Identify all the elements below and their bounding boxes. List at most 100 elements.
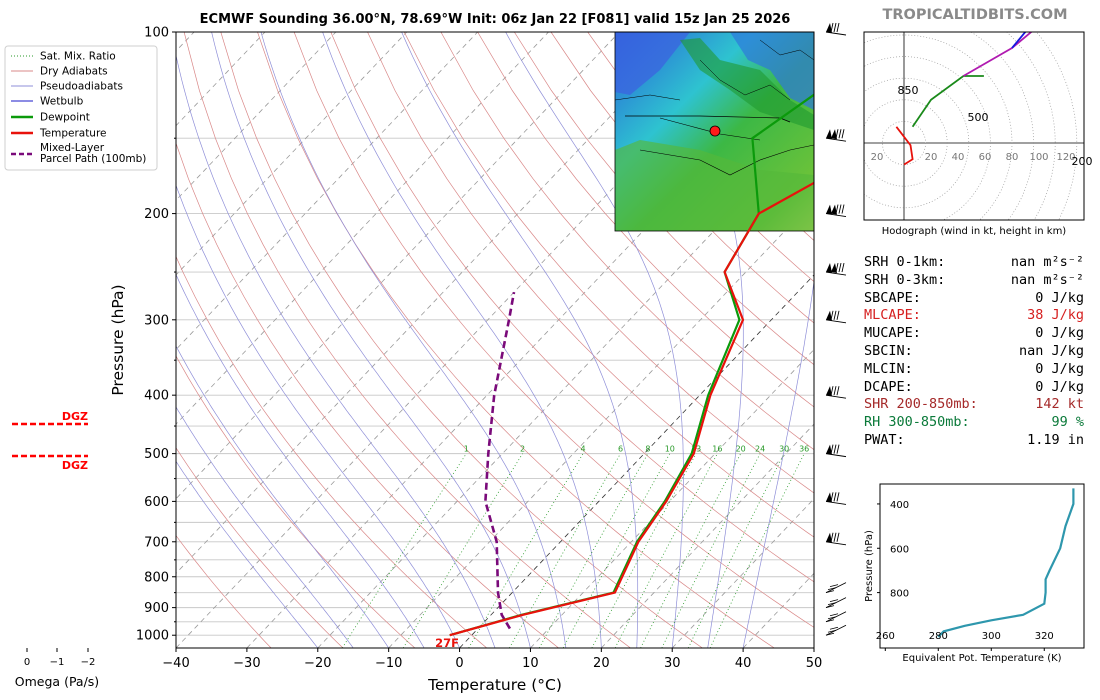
dry-adiabat-line	[176, 142, 559, 648]
wind-barb-tick	[841, 262, 845, 273]
skewt-axes: −40 −30 −20 −10 0 10 20 30 40 50 100 200 300 400 500 60…	[136, 26, 822, 672]
wind-barb-tick	[827, 616, 837, 620]
stat-label: PWAT:	[864, 431, 905, 448]
dgz-label-top: DGZ	[62, 410, 88, 423]
wind-barb-tick	[836, 532, 840, 542]
wind-barb-tick	[836, 386, 840, 396]
stat-srh-0-1km: SRH 0-1km: nan m²s⁻²	[864, 254, 1084, 272]
stat-rh: RH 300-850mb: 99 %	[864, 414, 1084, 432]
stat-pwat: PWAT: 1.19 in	[864, 432, 1084, 450]
wind-barb-tick	[838, 204, 842, 214]
legend-label-temperature: Temperature	[39, 128, 107, 140]
parcel-path-line	[484, 291, 516, 630]
wind-barb-tick	[830, 310, 834, 320]
legend-label-dewpoint: Dewpoint	[40, 112, 90, 124]
wind-barb-tick	[830, 386, 834, 396]
mixing-ratio-label: 4	[581, 445, 586, 454]
isotherm-line	[459, 274, 814, 648]
y-tick-label: 300	[144, 313, 169, 328]
x-tick-label: 30	[664, 656, 681, 671]
dry-adiabat-line	[176, 447, 344, 648]
stat-value: 1.19 in	[1027, 431, 1084, 448]
theta-e-plot: 260 280 300 320 400 600 800 Equivalent Pot. Te…	[864, 483, 1085, 664]
stat-mucape: MUCAPE: 0 J/kg	[864, 325, 1084, 343]
dry-adiabat-line	[367, 32, 814, 538]
y-axis-label: Pressure (hPa)	[109, 284, 127, 395]
mixing-ratio-label: 2	[520, 445, 525, 454]
legend-parcel-line-1: Mixed-Layer	[40, 142, 105, 154]
pseudoadiabat-line	[176, 406, 354, 648]
isotherm-line	[176, 32, 762, 648]
stat-label: SHR 200-850mb:	[864, 396, 978, 413]
pseudoadiabat-line	[176, 345, 389, 648]
stat-value: nan m²s⁻²	[1010, 254, 1084, 270]
hodograph: 20 20 40 60 80 100 120 850 500 200 Hodograph (win…	[863, 31, 1093, 237]
hodograph-ring-label: 120	[1056, 152, 1075, 163]
wind-barb-tick	[830, 22, 834, 33]
wind-barb-tick	[825, 619, 835, 623]
hodograph-ring	[864, 77, 970, 209]
legend-label-mixing-ratio: Sat. Mix. Ratio	[40, 51, 116, 63]
omega-axis-label: Omega (Pa/s)	[15, 674, 99, 689]
wind-barb-tick	[833, 492, 837, 502]
y-tick-label: 400	[144, 389, 169, 404]
y-tick-label: 500	[144, 447, 169, 462]
stat-label: MLCAPE:	[864, 307, 921, 324]
wind-barb-tick	[829, 584, 839, 588]
x-tick-label: 40	[735, 656, 752, 671]
hodograph-line-upper	[962, 32, 1033, 77]
pseudoadiabat-line	[401, 32, 639, 648]
wind-barb-tick	[825, 632, 835, 636]
x-tick-label: −40	[162, 656, 189, 671]
pseudoadiabat-line	[176, 460, 319, 648]
hodograph-line-mid	[911, 75, 984, 128]
wind-barb-tick	[838, 262, 842, 273]
stat-value: nan J/kg	[1018, 342, 1084, 359]
chart-title: ECMWF Sounding 36.00°N, 78.69°W Init: 06…	[200, 12, 791, 27]
x-axis-label: Temperature (°C)	[427, 676, 562, 694]
isotherm-line	[176, 32, 478, 351]
hodograph-line-low	[895, 126, 914, 166]
dry-adiabat-line	[183, 32, 631, 648]
hodograph-ring-label: 20	[925, 152, 938, 163]
wind-barb-flag	[826, 263, 832, 274]
y-tick-label: 700	[144, 535, 169, 550]
isotherm-line	[317, 125, 814, 648]
x-tick-label: −30	[233, 656, 260, 671]
pseudoadiabat-line	[322, 32, 602, 648]
wind-barb-flag	[826, 532, 832, 543]
mixing-ratio-label: 16	[712, 445, 722, 454]
legend-parcel-line-2: Parcel Path (100mb)	[40, 153, 146, 165]
stat-value: 142 kt	[1035, 396, 1084, 413]
legend-label-wetbulb: Wetbulb	[40, 96, 84, 108]
y-tick-label: 800	[144, 570, 169, 585]
wind-barb-tick	[833, 310, 837, 320]
mixing-ratio-line	[640, 453, 742, 648]
pseudoadiabat-line	[742, 32, 814, 648]
y-tick-label: 900	[144, 601, 169, 616]
wind-barb-tick	[827, 602, 837, 606]
dry-adiabat-line	[176, 255, 488, 648]
x-tick-label: −20	[304, 656, 331, 671]
wind-barb-tick	[833, 444, 837, 454]
hodograph-height-label: 500	[968, 111, 989, 124]
mixing-ratio-line	[661, 453, 761, 648]
location-map	[614, 31, 815, 232]
hodograph-ring	[1006, 32, 1056, 220]
theta-y-tick-label: 800	[890, 589, 909, 600]
legend-label-pseudoadiabat: Pseudoadiabats	[40, 81, 123, 93]
pseudoadiabat-line	[176, 273, 425, 648]
wind-barb-tick	[825, 590, 835, 594]
legend: Sat. Mix. Ratio Dry Adiabats Pseudoadiab…	[4, 45, 158, 171]
isotherm-line	[176, 32, 549, 425]
pseudoadiabat-line	[643, 32, 744, 648]
hodograph-frame	[863, 31, 1085, 221]
mixing-ratio-label: 36	[799, 445, 809, 454]
theta-x-tick-label: 320	[1035, 631, 1054, 642]
wind-barb-flag	[826, 310, 832, 321]
watermark: TROPICALTIDBITS.COM	[882, 7, 1067, 23]
dry-adiabat-line	[477, 32, 814, 408]
dgz-markers: DGZ DGZ	[12, 410, 88, 472]
hodograph-ring-label: 100	[1029, 152, 1048, 163]
wind-barb-tick	[836, 310, 840, 320]
